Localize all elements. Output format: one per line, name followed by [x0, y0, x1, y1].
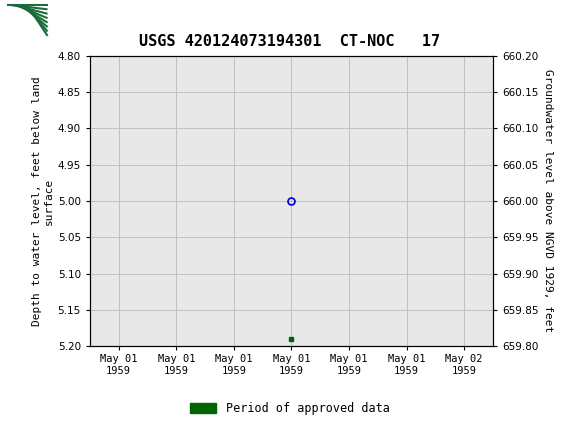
- Y-axis label: Groundwater level above NGVD 1929, feet: Groundwater level above NGVD 1929, feet: [543, 69, 553, 333]
- Text: USGS 420124073194301  CT-NOC   17: USGS 420124073194301 CT-NOC 17: [139, 34, 441, 49]
- Text: USGS: USGS: [55, 12, 110, 29]
- Legend: Period of approved data: Period of approved data: [186, 397, 394, 420]
- Y-axis label: Depth to water level, feet below land
surface: Depth to water level, feet below land su…: [32, 76, 53, 326]
- FancyBboxPatch shape: [7, 5, 48, 36]
